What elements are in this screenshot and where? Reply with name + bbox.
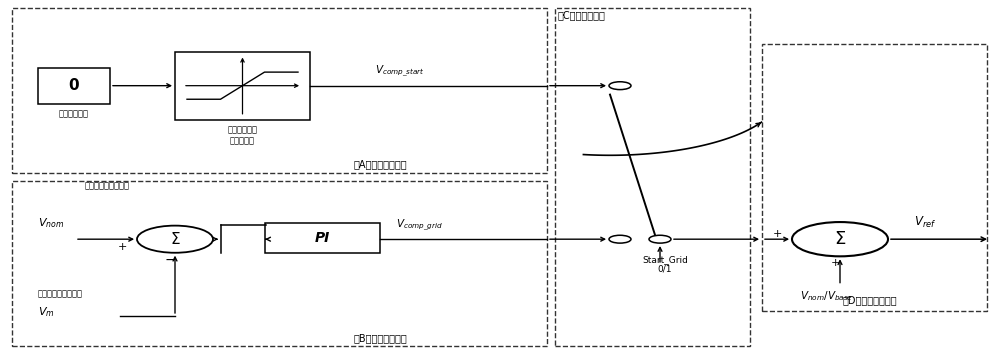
Circle shape	[609, 235, 631, 243]
Text: （D）输出控制系统: （D）输出控制系统	[843, 295, 897, 305]
Text: $\Sigma$: $\Sigma$	[170, 231, 180, 247]
Text: $V_{comp\_start}$: $V_{comp\_start}$	[375, 64, 425, 79]
Text: +: +	[772, 229, 782, 239]
Bar	[175, 52, 310, 120]
Circle shape	[792, 222, 888, 256]
Text: +: +	[830, 258, 840, 268]
Bar	[555, 8, 750, 346]
Text: $V_{ref}$: $V_{ref}$	[914, 215, 936, 230]
Text: 并网电压实时监测器: 并网电压实时监测器	[38, 289, 83, 298]
Text: $V_{comp\_grid}$: $V_{comp\_grid}$	[396, 217, 444, 233]
Text: （B）并网控制系统: （B）并网控制系统	[353, 333, 407, 343]
Text: （C）总控选择器: （C）总控选择器	[558, 10, 606, 20]
Circle shape	[609, 82, 631, 90]
Text: $\Sigma$: $\Sigma$	[834, 230, 846, 248]
Text: +: +	[117, 242, 127, 252]
Text: $V_{nom}$: $V_{nom}$	[38, 216, 64, 230]
Circle shape	[137, 226, 213, 253]
Bar	[38, 68, 110, 104]
Text: PI: PI	[315, 231, 330, 245]
Text: 0: 0	[69, 78, 79, 93]
Text: 0/1: 0/1	[658, 264, 672, 273]
Text: （A）启动控制系统: （A）启动控制系统	[353, 160, 407, 170]
Text: 启动初始电压: 启动初始电压	[59, 109, 89, 118]
Text: 并网参考电压发生器: 并网参考电压发生器	[85, 181, 130, 190]
Text: $V_{nom}/V_{base}$: $V_{nom}/V_{base}$	[800, 289, 853, 303]
Circle shape	[649, 235, 671, 243]
Text: $V_m$: $V_m$	[38, 306, 55, 319]
Bar	[12, 8, 547, 173]
Text: Start_Grid: Start_Grid	[642, 255, 688, 264]
Text: 启动电压斜率
上升控制器: 启动电压斜率 上升控制器	[228, 125, 258, 145]
Bar	[762, 44, 987, 311]
Text: −: −	[164, 253, 176, 267]
Bar	[12, 181, 547, 346]
Bar	[265, 223, 380, 253]
